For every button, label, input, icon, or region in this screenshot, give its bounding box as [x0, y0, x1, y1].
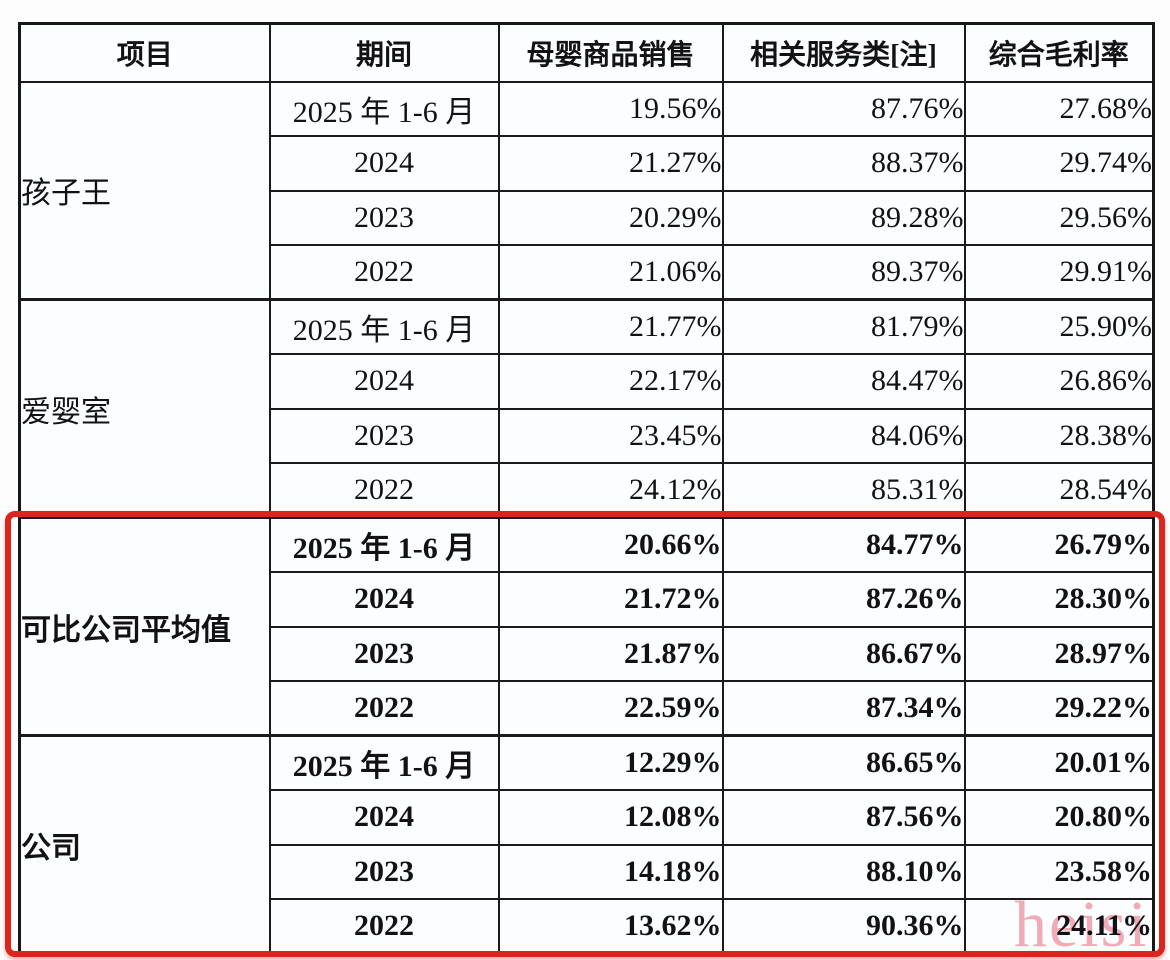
period-cell: 2025 年 1-6 月	[268, 516, 500, 573]
period-cell: 2024	[268, 789, 500, 846]
group-label-cell: 孩子王	[18, 80, 271, 301]
value-cell: 20.80%	[963, 789, 1155, 846]
table-row: 2022 22.59% 87.34% 29.22%	[20, 680, 1155, 737]
value-cell: 19.56%	[497, 80, 724, 137]
table-row: 2023 20.29% 89.28% 29.56%	[20, 189, 1155, 246]
table-row: 可比公司平均值 2025 年 1-6 月 20.66% 84.77% 26.79…	[18, 516, 1155, 737]
value-cell: 81.79%	[721, 298, 966, 355]
value-cell: 29.56%	[963, 189, 1155, 246]
period-cell: 2022	[268, 680, 500, 737]
value-cell: 28.54%	[963, 462, 1155, 519]
table-row: 爱婴室 2025 年 1-6 月 21.77% 81.79% 25.90%	[18, 298, 1155, 519]
value-cell: 86.67%	[721, 625, 966, 682]
value-cell: 84.47%	[721, 353, 966, 410]
value-cell: 20.66%	[497, 516, 724, 573]
value-cell: 86.65%	[721, 734, 966, 791]
value-cell: 26.79%	[963, 516, 1155, 573]
table-row: 孩子王 2025 年 1-6 月 19.56% 87.76% 27.68%	[18, 80, 1155, 301]
value-cell: 88.10%	[721, 843, 966, 900]
header-cell-item: 项目	[18, 22, 271, 83]
value-cell: 14.18%	[497, 843, 724, 900]
value-cell: 90.36%	[721, 898, 966, 955]
period-cell: 2022	[268, 898, 500, 955]
period-cell: 2022	[268, 462, 500, 519]
value-cell: 29.74%	[963, 135, 1155, 192]
value-cell: 22.59%	[497, 680, 724, 737]
value-cell: 84.06%	[721, 407, 966, 464]
value-cell: 21.06%	[497, 244, 724, 301]
value-cell: 20.01%	[963, 734, 1155, 791]
period-cell: 2023	[268, 843, 500, 900]
period-cell: 2023	[268, 625, 500, 682]
value-cell: 21.27%	[497, 135, 724, 192]
value-cell: 88.37%	[721, 135, 966, 192]
group-kidswant: 孩子王 2025 年 1-6 月 19.56% 87.76% 27.68% 20…	[18, 80, 1155, 301]
value-cell: 23.45%	[497, 407, 724, 464]
value-cell: 29.91%	[963, 244, 1155, 301]
value-cell: 22.17%	[497, 353, 724, 410]
value-cell: 20.29%	[497, 189, 724, 246]
value-cell: 28.30%	[963, 571, 1155, 628]
value-cell: 21.72%	[497, 571, 724, 628]
value-cell: 13.62%	[497, 898, 724, 955]
header-cell-product-sales: 母婴商品销售	[497, 22, 724, 83]
value-cell: 89.28%	[721, 189, 966, 246]
value-cell: 27.68%	[963, 80, 1155, 137]
value-cell: 24.12%	[497, 462, 724, 519]
value-cell: 26.86%	[963, 353, 1155, 410]
value-cell: 89.37%	[721, 244, 966, 301]
group-label-cell: 爱婴室	[18, 298, 271, 519]
group-company: 公司 2025 年 1-6 月 12.29% 86.65% 20.01% 202…	[18, 734, 1155, 955]
group-comparable-average: 可比公司平均值 2025 年 1-6 月 20.66% 84.77% 26.79…	[18, 516, 1155, 737]
table-row: 2023 14.18% 88.10% 23.58%	[20, 843, 1155, 900]
period-cell: 2023	[268, 407, 500, 464]
value-cell: 29.22%	[963, 680, 1155, 737]
group-label-cell: 公司	[18, 734, 271, 955]
value-cell: 24.11%	[963, 898, 1155, 955]
period-cell: 2025 年 1-6 月	[268, 298, 500, 355]
table-row: 2024 21.27% 88.37% 29.74%	[20, 135, 1155, 192]
value-cell: 21.87%	[497, 625, 724, 682]
header-cell-period: 期间	[268, 22, 500, 83]
value-cell: 12.08%	[497, 789, 724, 846]
period-cell: 2024	[268, 135, 500, 192]
value-cell: 25.90%	[963, 298, 1155, 355]
value-cell: 87.26%	[721, 571, 966, 628]
gross-margin-comparison-table: 项目 期间 母婴商品销售 相关服务类[注] 综合毛利率 孩子王 2025 年 1…	[18, 22, 1155, 955]
value-cell: 87.56%	[721, 789, 966, 846]
table-row: 2024 21.72% 87.26% 28.30%	[20, 571, 1155, 628]
value-cell: 23.58%	[963, 843, 1155, 900]
value-cell: 84.77%	[721, 516, 966, 573]
period-cell: 2025 年 1-6 月	[268, 734, 500, 791]
group-aiyingshi: 爱婴室 2025 年 1-6 月 21.77% 81.79% 25.90% 20…	[18, 298, 1155, 519]
header-row: 项目 期间 母婴商品销售 相关服务类[注] 综合毛利率	[18, 22, 1155, 83]
table-row: 2022 21.06% 89.37% 29.91%	[20, 244, 1155, 301]
period-cell: 2025 年 1-6 月	[268, 80, 500, 137]
value-cell: 12.29%	[497, 734, 724, 791]
period-cell: 2023	[268, 189, 500, 246]
header-cell-gross-margin: 综合毛利率	[963, 22, 1155, 83]
header-cell-related-services: 相关服务类[注]	[721, 22, 966, 83]
table-row: 2022 24.12% 85.31% 28.54%	[20, 462, 1155, 519]
table-row: 2023 23.45% 84.06% 28.38%	[20, 407, 1155, 464]
period-cell: 2024	[268, 571, 500, 628]
period-cell: 2024	[268, 353, 500, 410]
period-cell: 2022	[268, 244, 500, 301]
value-cell: 87.76%	[721, 80, 966, 137]
table-row: 公司 2025 年 1-6 月 12.29% 86.65% 20.01%	[18, 734, 1155, 955]
group-label-cell: 可比公司平均值	[18, 516, 271, 737]
table-row: 2024 12.08% 87.56% 20.80%	[20, 789, 1155, 846]
value-cell: 28.38%	[963, 407, 1155, 464]
value-cell: 85.31%	[721, 462, 966, 519]
value-cell: 21.77%	[497, 298, 724, 355]
table-row: 2024 22.17% 84.47% 26.86%	[20, 353, 1155, 410]
value-cell: 28.97%	[963, 625, 1155, 682]
table-header: 项目 期间 母婴商品销售 相关服务类[注] 综合毛利率	[18, 22, 1155, 83]
value-cell: 87.34%	[721, 680, 966, 737]
table-row: 2023 21.87% 86.67% 28.97%	[20, 625, 1155, 682]
